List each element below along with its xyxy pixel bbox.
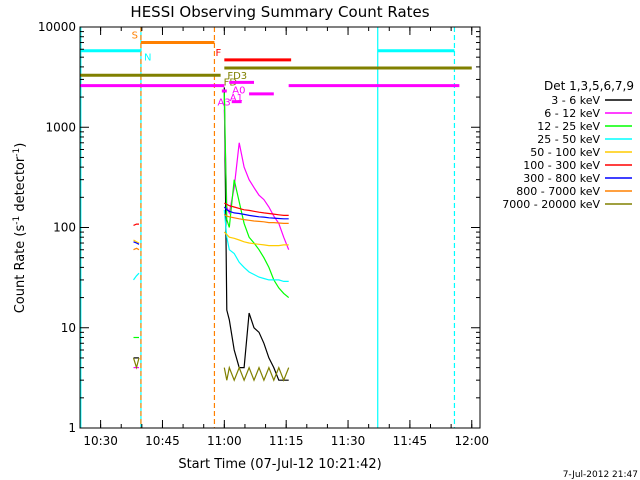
- flag-label-3: F: [216, 48, 222, 59]
- axes: 10:30 10:45 11:00 11:15 11:30 11:45 12:00 1 10 10…: [38, 20, 489, 448]
- flag-label-1: N: [144, 53, 151, 64]
- series-line-4-seg-0: [133, 239, 140, 244]
- series-line-7-seg-0: [133, 247, 140, 251]
- y-tick-label-4: 10000: [38, 20, 76, 34]
- chart-title: HESSI Observing Summary Count Rates: [130, 3, 429, 21]
- flag-label-11: A3: [218, 98, 231, 109]
- plot-area: SNFFDFD3A0A1A3: [80, 27, 472, 428]
- legend-label-6: 300 - 800 keV: [523, 172, 600, 185]
- series-line-3-seg-1: [223, 209, 289, 282]
- x-tick-label-5: 11:45: [393, 434, 428, 448]
- series-line-2-seg-1: [223, 92, 290, 299]
- legend-label-5: 100 - 300 keV: [523, 159, 600, 172]
- series-line-5-seg-0: [133, 223, 139, 226]
- flag-label-9: A1: [230, 93, 243, 104]
- series-line-6-seg-0: [133, 241, 140, 245]
- timestamp-footer: 7-Jul-2012 21:47: [563, 470, 638, 480]
- x-tick-label-3: 11:15: [269, 434, 304, 448]
- x-tick-label-1: 10:45: [145, 434, 180, 448]
- series-line-3-seg-0: [133, 272, 140, 281]
- legend-title: Det 1,3,5,6,7,9: [544, 79, 634, 93]
- y-tick-label-0: 1: [68, 421, 76, 435]
- y-tick-label-1: 10: [61, 321, 76, 335]
- flag-label-0: S: [132, 31, 138, 42]
- legend-label-8: 7000 - 20000 keV: [502, 198, 600, 211]
- series-line-1-seg-1: [223, 109, 290, 250]
- flag-label-5: FD3: [227, 71, 247, 82]
- y-axis-label: Count Rate (s-1 detector-1): [12, 143, 28, 314]
- x-axis-label: Start Time (07-Jul-12 10:21:42): [178, 457, 381, 472]
- legend-label-1: 6 - 12 keV: [544, 107, 600, 120]
- series-line-8-seg-0: [132, 357, 140, 370]
- series-line-6-seg-1: [223, 206, 289, 220]
- y-axis-label-sup1: -1: [12, 216, 22, 225]
- series-line-5-seg-1: [224, 202, 289, 216]
- series-line-0-seg-1: [223, 87, 289, 381]
- series-line-8-seg-1: [223, 365, 290, 382]
- x-tick-label-0: 10:30: [83, 434, 118, 448]
- legend-label-3: 25 - 50 keV: [537, 133, 600, 146]
- y-tick-label-3: 1000: [45, 120, 76, 134]
- flag-label-6: A0: [232, 85, 245, 96]
- x-tick-label-6: 12:00: [454, 434, 489, 448]
- x-tick-label-2: 11:00: [207, 434, 242, 448]
- y-axis-label-sup2: -1: [12, 148, 22, 157]
- y-axis-label-end: ): [13, 143, 28, 148]
- legend-label-4: 50 - 100 keV: [530, 146, 600, 159]
- legend-label-7: 800 - 7000 keV: [516, 185, 600, 198]
- legend-label-0: 3 - 6 keV: [551, 94, 600, 107]
- series-line-7-seg-1: [223, 213, 289, 224]
- y-axis-label-mid: detector: [13, 156, 28, 216]
- series-line-4-seg-1: [223, 231, 289, 247]
- legend-label-2: 12 - 25 keV: [537, 120, 600, 133]
- x-tick-label-4: 11:30: [331, 434, 366, 448]
- y-axis-label-main: Count Rate (s: [13, 225, 28, 314]
- y-tick-label-2: 100: [53, 221, 76, 235]
